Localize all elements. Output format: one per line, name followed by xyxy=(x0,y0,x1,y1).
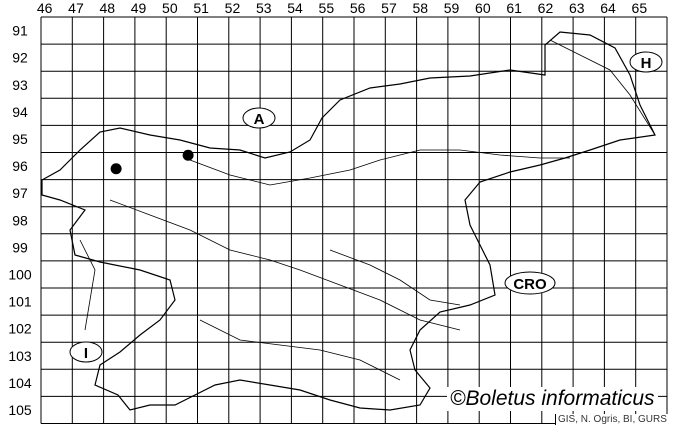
column-label: 63 xyxy=(569,0,585,16)
column-label: 49 xyxy=(131,0,147,16)
column-label: 54 xyxy=(287,0,303,16)
column-label: 56 xyxy=(350,0,366,16)
row-label: 97 xyxy=(12,185,28,201)
column-label: 52 xyxy=(225,0,241,16)
rivers xyxy=(79,39,656,381)
country-labels: A H CRO I xyxy=(69,51,663,363)
grid xyxy=(40,16,668,424)
svg-text:I: I xyxy=(84,345,88,362)
country-label-hungary: H xyxy=(629,51,663,73)
column-label: 46 xyxy=(37,0,53,16)
svg-text:CRO: CRO xyxy=(513,276,547,293)
column-labels: 46 47 48 49 50 51 52 53 54 55 56 57 58 59 60 61 62 63 64 65 xyxy=(37,0,647,16)
row-label: 101 xyxy=(8,294,32,310)
watermark: ©Boletus informaticus xyxy=(447,387,658,411)
occurrence-points xyxy=(110,149,194,175)
row-label: 95 xyxy=(12,131,28,147)
occurrence-point xyxy=(182,149,194,161)
row-label: 100 xyxy=(8,266,32,282)
svg-text:A: A xyxy=(254,111,265,128)
column-label: 51 xyxy=(193,0,209,16)
row-label: 103 xyxy=(8,348,32,364)
column-label: 59 xyxy=(444,0,460,16)
svg-text:H: H xyxy=(641,55,652,72)
row-label: 98 xyxy=(12,212,28,228)
column-label: 65 xyxy=(632,0,648,16)
column-label: 48 xyxy=(99,0,115,16)
column-label: 47 xyxy=(68,0,84,16)
column-label: 62 xyxy=(538,0,554,16)
country-label-austria: A xyxy=(242,107,276,129)
column-label: 64 xyxy=(600,0,616,16)
occurrence-point xyxy=(110,163,122,175)
column-label: 61 xyxy=(506,0,522,16)
row-label: 104 xyxy=(8,375,32,391)
column-label: 60 xyxy=(475,0,491,16)
column-label: 55 xyxy=(319,0,335,16)
country-label-italy: I xyxy=(69,341,103,363)
row-label: 94 xyxy=(12,104,28,120)
column-label: 58 xyxy=(412,0,428,16)
row-label: 93 xyxy=(12,77,28,93)
row-label: 105 xyxy=(8,402,32,418)
row-label: 102 xyxy=(8,321,32,337)
credits: GIS, N. Ogris, BI, GURS xyxy=(555,414,669,425)
row-label: 99 xyxy=(12,239,28,255)
country-label-croatia: CRO xyxy=(504,271,556,295)
column-label: 50 xyxy=(162,0,178,16)
row-label: 96 xyxy=(12,158,28,174)
slovenia-border xyxy=(41,31,656,411)
column-label: 53 xyxy=(256,0,272,16)
column-label: 57 xyxy=(381,0,397,16)
row-label: 91 xyxy=(12,23,28,39)
row-labels: 91 92 93 94 95 96 97 98 99 100 101 102 103 104 105 xyxy=(8,23,32,418)
row-label: 92 xyxy=(12,50,28,66)
